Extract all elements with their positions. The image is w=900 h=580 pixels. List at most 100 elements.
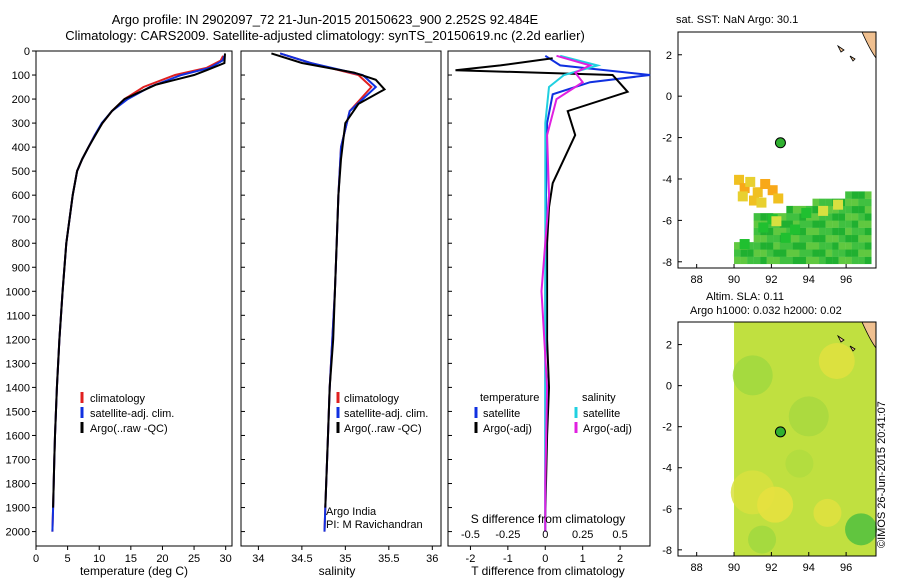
differences-line-s-argo: [540, 54, 593, 532]
sst-cell-green: [851, 227, 859, 236]
sst-cell-green: [805, 249, 813, 257]
salinity-frame: [240, 50, 442, 547]
sst-cell-green: [838, 249, 846, 257]
sst-cell-green: [792, 256, 800, 265]
differences-series-group: [455, 54, 651, 532]
sst-cell-green: [851, 256, 859, 265]
tdiff-tick-label: 0: [542, 553, 548, 565]
tdiff-tick-label: 1: [580, 553, 586, 565]
diff-legend-label-sat_diff: satellite: [583, 408, 620, 420]
sst-cell-green: [825, 227, 833, 236]
depth-tick-label: 1000: [6, 286, 30, 298]
sst-cell-green: [858, 227, 865, 236]
sst-cell-green: [801, 207, 812, 218]
sst-cell-warm: [737, 191, 748, 202]
sst-cell-green: [786, 220, 794, 228]
sst-cell-green: [858, 220, 865, 228]
sst-cell-green: [819, 213, 826, 221]
sst-cell-green: [766, 227, 774, 236]
sst_map-lat-tick-label: 0: [666, 91, 672, 103]
sla_map-lat-tick-label: -2: [662, 422, 672, 434]
sst-cell-green: [792, 220, 800, 228]
sst-cell-green: [753, 220, 761, 228]
sdiff-tick-label: 0: [542, 529, 548, 541]
sst_map-lon-tick-label: 94: [803, 274, 815, 286]
sst-cell-green: [825, 198, 833, 207]
sst-cell-green: [825, 205, 833, 214]
temperature-frame: [35, 50, 233, 547]
depth-tick-label: 1300: [6, 358, 30, 370]
salinity-tick-label: 34: [252, 553, 264, 565]
depth-tick-label: 1400: [6, 382, 30, 394]
sla_map-islands: [836, 334, 856, 352]
sst-cell-warm: [760, 178, 771, 189]
sst-cell-warm: [745, 176, 756, 187]
depth-tick-label: 100: [12, 70, 30, 82]
salinity-series-group: [271, 52, 387, 532]
sst-cell-green: [779, 220, 787, 228]
sst_map-frame: [677, 31, 877, 269]
sst-cell-green: [832, 234, 839, 243]
differences-line-t-satellite: [544, 54, 651, 532]
sst-cell-green: [819, 256, 826, 265]
sst-cell-green: [858, 191, 865, 199]
depth-tick-label: 1500: [6, 406, 30, 418]
sst-map-title: sat. SST: NaN Argo: 30.1: [676, 14, 799, 26]
sst-cell-green: [851, 191, 859, 199]
sst-cell-green: [734, 242, 741, 250]
sst-cell-green: [845, 234, 852, 243]
sla_map-lat-tick-label: -6: [662, 504, 672, 516]
sst-cell-green: [760, 256, 767, 265]
temperature-tick-label: 10: [93, 553, 105, 565]
sst_map-lon-tick-label: 92: [765, 274, 777, 286]
sst-cell-warm: [773, 193, 784, 204]
sst-cell-green: [779, 227, 787, 236]
sst-cell-green: [766, 256, 774, 265]
sst-cell-green: [812, 227, 820, 236]
sst-cell-green: [858, 249, 865, 257]
sst-cell-green: [864, 249, 872, 257]
sst-cell-green: [845, 213, 852, 221]
sst-cell-warm: [748, 195, 759, 206]
sst-cell-green: [734, 256, 741, 265]
sst_map-lon-tick-label: 88: [691, 274, 703, 286]
sst-cell-green: [812, 249, 820, 257]
sst-cell-green: [864, 256, 872, 265]
sst-cell-green: [864, 205, 872, 214]
depth-tick-label: 2000: [6, 527, 30, 539]
sst-cell-green: [832, 227, 839, 236]
depth-tick-label: 400: [12, 142, 30, 154]
sst-cell-green: [832, 213, 839, 221]
sla-field-blob: [818, 343, 855, 379]
temp-legend-label-argo: Argo(..raw -QC): [90, 423, 168, 435]
sst-cell-green: [851, 205, 859, 214]
argo-india-label: Argo India: [326, 506, 377, 518]
sst_map-lat-tick-label: 2: [666, 50, 672, 62]
sst-cell-warm: [756, 197, 767, 208]
sla_map-lon-tick-label: 90: [728, 562, 740, 574]
sst-cell-green: [753, 234, 761, 243]
depth-tick-label: 0: [24, 46, 30, 58]
sst-cell-green: [845, 220, 852, 228]
temperature-line-climatology: [51, 55, 224, 532]
sst-cell-green: [812, 242, 820, 250]
sst_map-lat-tick-label: -6: [662, 215, 672, 227]
salinity-tick-label: 36: [426, 553, 438, 565]
depth-tick-label: 1600: [6, 430, 30, 442]
sst-cell-green: [747, 249, 754, 257]
diff-legend-label-satellite: satellite: [483, 408, 520, 420]
sst-cell-green: [780, 232, 791, 243]
sst-cell-green: [799, 249, 807, 257]
sst-cell-warm: [752, 187, 763, 198]
sla-field-blob: [757, 486, 794, 523]
sst-cell-green: [825, 256, 833, 265]
sst_map-field: [734, 31, 877, 265]
temperature-tick-label: 0: [33, 553, 39, 565]
sst-cell-green: [819, 234, 826, 243]
salinity-tick-label: 34.5: [291, 553, 312, 565]
sst-cell-green: [786, 227, 794, 236]
sst-cell-green: [838, 234, 846, 243]
sst-cell-green: [773, 234, 780, 243]
depth-tick-label: 1100: [6, 310, 30, 322]
